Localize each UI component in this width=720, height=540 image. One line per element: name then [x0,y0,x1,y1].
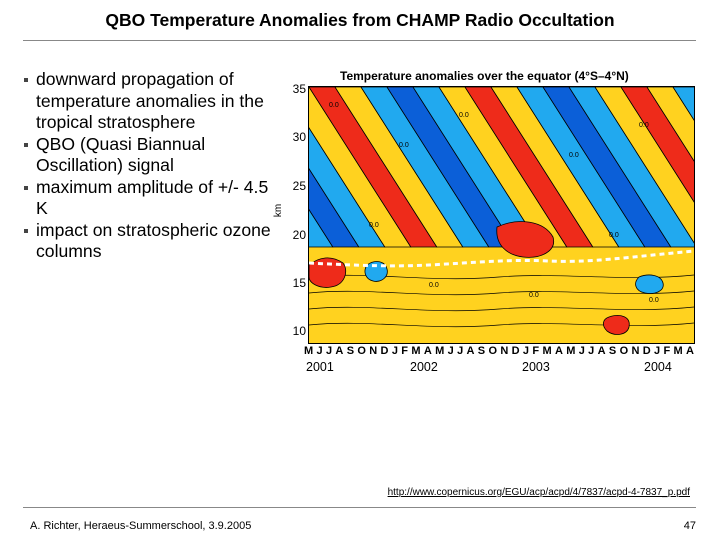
contour-line [309,306,694,312]
anomaly-band [672,87,694,121]
bullet-item: QBO (Quasi Biannual Oscillation) signal [22,134,272,177]
x-month-label: J [578,345,585,357]
x-month-label: S [346,345,355,357]
x-month-label: O [357,345,366,357]
x-year-label: 2004 [644,360,672,374]
footer-divider [23,507,696,508]
y-tick-label: 25 [292,179,306,193]
x-month-label: O [619,345,629,357]
x-month-label: N [631,345,640,357]
y-tick-label: 20 [292,228,306,242]
anomaly-bands [309,87,694,328]
bullet-marker [24,228,28,233]
figure-y-axis-label: km [273,203,285,218]
contour-plot: 0.0 0.0 0.0 0.0 0.0 0.0 0.0 0.0 0.0 0.0 [308,86,695,344]
page-number: 47 [683,520,696,532]
anomaly-band [620,87,694,203]
warm-anomaly-region [309,257,347,288]
x-month-label: A [466,345,475,357]
contour-value-label: 0.0 [569,152,579,159]
contour-value-label: 0.0 [369,222,379,229]
x-month-label: A [686,345,694,357]
x-month-label: O [488,345,498,357]
contour-value-label: 0.0 [399,142,409,149]
y-tick-label: 35 [292,82,306,96]
anomaly-band [568,87,694,248]
x-month-label: N [369,345,378,357]
bullet-text: QBO (Quasi Biannual Oscillation) signal [36,133,206,176]
contour-value-label: 0.0 [639,122,649,129]
reference-link[interactable]: http://www.copernicus.org/EGU/acp/acpd/4… [387,487,690,498]
header-divider [23,40,696,41]
y-tick-label: 30 [292,130,306,144]
x-month-label: A [554,345,563,357]
bullet-marker [24,78,28,82]
slide-title: QBO Temperature Anomalies from CHAMP Rad… [105,10,615,30]
x-month-label: M [566,345,576,357]
x-year-label: 2001 [306,360,334,374]
contour-value-label: 0.0 [429,282,439,289]
x-month-label: M [542,345,552,357]
x-month-label: A [335,345,344,357]
cold-anomaly-region [635,274,664,294]
x-month-label: J [522,345,530,357]
temperature-anomaly-figure: Temperature anomalies over the equator (… [268,63,695,374]
x-month-label: M [435,345,445,357]
x-month-label: D [642,345,651,357]
x-month-label: J [457,345,464,357]
anomaly-band [594,87,694,244]
x-month-label: J [391,345,398,357]
x-month-label: M [411,345,421,357]
bullet-item: impact on stratospheric ozone columns [22,220,272,263]
y-tick-label: 10 [292,324,306,338]
x-month-label: F [532,345,540,357]
x-month-label: M [673,345,683,357]
x-month-label: J [316,345,323,357]
bullet-item: downward propagation of temperature anom… [22,69,272,134]
warm-anomaly-region [603,315,630,335]
anomaly-band [646,87,694,162]
figure-title: Temperature anomalies over the equator (… [340,69,629,83]
x-month-label: D [380,345,389,357]
x-month-label: J [588,345,595,357]
x-month-label: S [608,345,617,357]
contour-labels: 0.0 0.0 0.0 0.0 0.0 0.0 0.0 0.0 0.0 0.0 [329,102,659,304]
contour-value-label: 0.0 [609,232,619,239]
x-month-label: A [597,345,606,357]
contour-value-label: 0.0 [459,112,469,119]
bullet-text: maximum amplitude of +/- 4.5 K [36,176,269,219]
bullet-marker [24,185,28,190]
x-month-label: D [511,345,520,357]
bullet-item: maximum amplitude of +/- 4.5 K [22,177,272,220]
contour-line [309,322,694,328]
contour-plot-graphic: 0.0 0.0 0.0 0.0 0.0 0.0 0.0 0.0 0.0 0.0 [309,87,694,343]
x-month-label: J [447,345,454,357]
footer-credit: A. Richter, Heraeus-Summerschool, 3.9.20… [30,520,252,532]
contour-value-label: 0.0 [529,292,539,299]
bullet-text: impact on stratospheric ozone columns [36,219,271,262]
warm-anomaly-region [496,221,554,258]
x-month-label: N [500,345,509,357]
x-month-label: J [325,345,333,357]
contour-value-label: 0.0 [329,102,339,109]
x-month-label: F [401,345,408,357]
contour-value-label: 0.0 [649,297,659,304]
x-month-label: J [654,345,661,357]
tropopause-line [309,249,694,268]
x-month-label: A [423,345,432,357]
bullet-text: downward propagation of temperature anom… [36,69,264,132]
x-month-label: F [663,345,671,357]
bullet-list: downward propagation of temperature anom… [22,69,272,263]
x-month-label: S [477,345,486,357]
bullet-marker [24,142,28,147]
y-tick-label: 15 [292,276,306,290]
x-year-label: 2002 [410,360,438,374]
contour-line [309,290,694,296]
x-month-label: M [304,345,314,357]
x-year-label: 2003 [522,360,550,374]
